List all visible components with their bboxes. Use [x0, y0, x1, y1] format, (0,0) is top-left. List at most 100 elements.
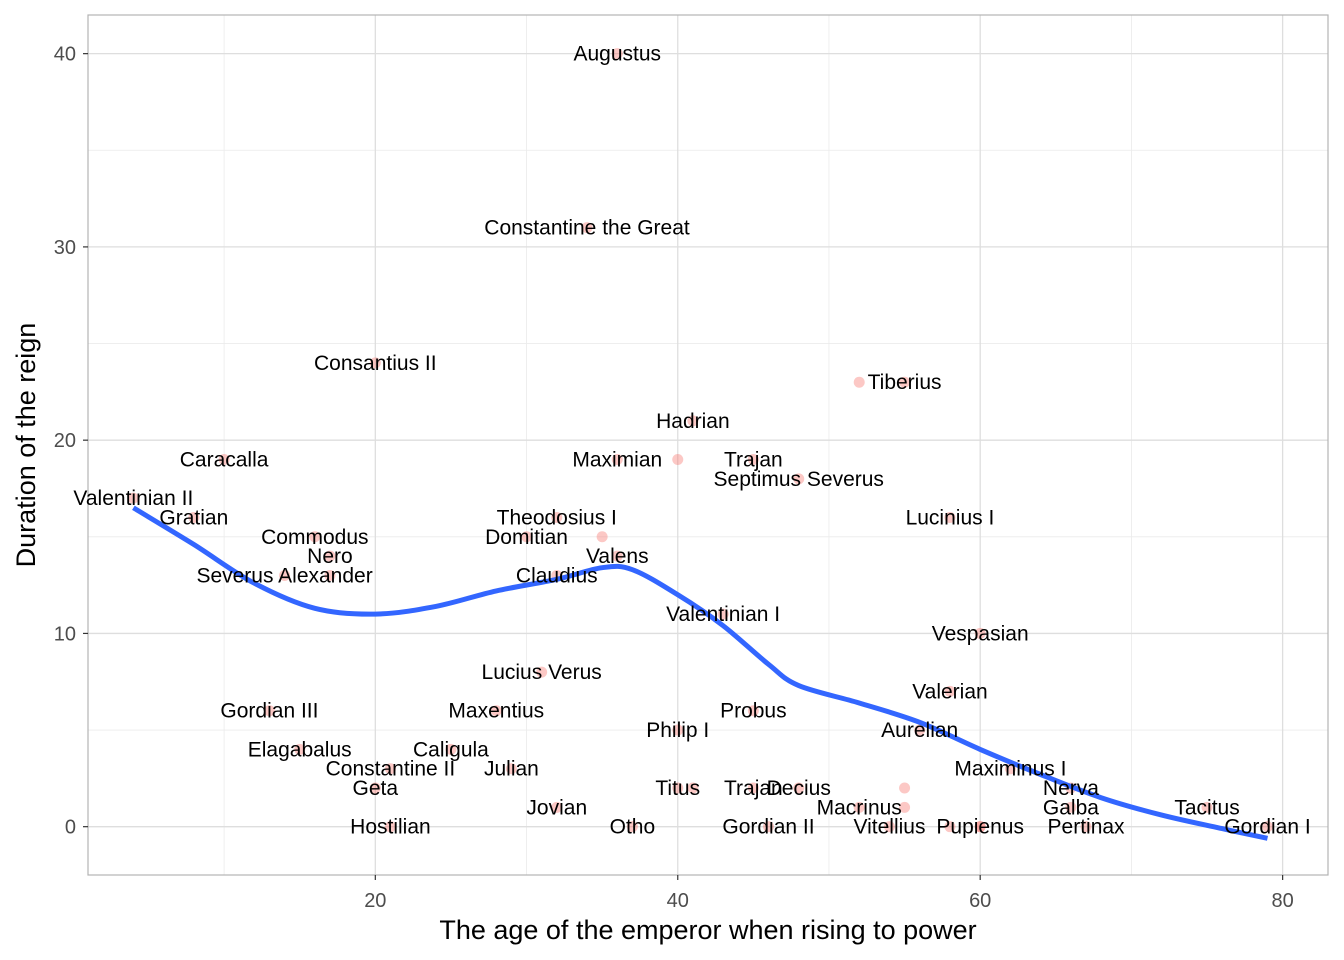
point-label: Hostilian [350, 816, 431, 839]
data-point [747, 782, 759, 794]
point-label: Nerva [1043, 777, 1099, 800]
data-point [687, 782, 699, 794]
data-point [536, 666, 548, 678]
x-tick-label: 80 [1272, 890, 1294, 912]
data-point [747, 705, 759, 717]
point-label: Maximian [572, 448, 662, 471]
data-point [899, 801, 911, 813]
point-label: Titus [655, 777, 700, 800]
point-label: Constantine the Great [484, 217, 690, 240]
point-label: Domitian [485, 526, 568, 549]
x-tick-label: 40 [667, 890, 689, 912]
data-point [944, 685, 956, 697]
data-point [581, 222, 593, 234]
point-label: Otho [610, 816, 656, 839]
x-tick-label: 60 [969, 890, 991, 912]
point-label: Gratian [159, 506, 228, 529]
point-label: Galba [1043, 796, 1099, 819]
data-point [263, 705, 275, 717]
data-point [490, 705, 502, 717]
data-point [324, 550, 336, 562]
x-axis-title: The age of the emperor when rising to po… [439, 915, 976, 945]
point-label: Lucius Verus [482, 661, 602, 684]
point-label: Tiberius [868, 371, 942, 394]
data-point [369, 782, 381, 794]
data-points [127, 48, 1274, 833]
x-tick-label: 20 [364, 890, 386, 912]
point-label: Maxentius [448, 700, 544, 723]
data-point [309, 531, 321, 543]
data-point [521, 531, 533, 543]
data-point [974, 821, 986, 833]
y-tick-label: 20 [54, 430, 76, 452]
point-label: Constantine II [326, 758, 456, 781]
point-label: Geta [353, 777, 399, 800]
minor-gridlines [88, 15, 1328, 875]
point-label: Pupienus [936, 816, 1024, 839]
data-point [974, 627, 986, 639]
point-labels: Augustus Tiberius Caligula Claudius Nero Galb… [73, 43, 1310, 839]
point-label: Septimus Severus [714, 468, 884, 491]
data-point [188, 511, 200, 523]
point-label: Vespasian [932, 622, 1029, 645]
point-label: Tacitus [1174, 796, 1239, 819]
point-label: Valentinian I [666, 603, 780, 626]
point-label: Claudius [516, 564, 598, 587]
point-label: Decius [767, 777, 831, 800]
data-point [944, 511, 956, 523]
data-point [551, 511, 563, 523]
data-point [1080, 821, 1092, 833]
data-point [899, 376, 911, 388]
data-point [914, 724, 926, 736]
data-point [793, 782, 805, 794]
data-point [127, 492, 139, 504]
data-point [611, 48, 623, 60]
data-point [505, 763, 517, 775]
data-point [899, 782, 911, 794]
smooth-trend-line [132, 505, 1269, 841]
point-label: Augustus [573, 43, 661, 66]
point-label: Elagabalus [248, 738, 352, 761]
point-label: Philip I [646, 719, 709, 742]
data-point [944, 821, 956, 833]
data-point [218, 453, 230, 465]
data-point [279, 569, 291, 581]
point-label: Valerian [912, 680, 988, 703]
point-label: Maximinus I [954, 758, 1066, 781]
data-point [596, 531, 608, 543]
point-label: Aurelian [881, 719, 958, 742]
point-label: Julian [484, 758, 539, 781]
x-axis-ticks: 20 40 60 80 [364, 875, 1294, 912]
point-label: Lucinius I [906, 506, 995, 529]
data-point [1262, 821, 1274, 833]
data-point [626, 821, 638, 833]
data-point [611, 550, 623, 562]
data-point [294, 743, 306, 755]
data-point [384, 821, 396, 833]
data-point [747, 453, 759, 465]
data-point [853, 801, 865, 813]
data-point [384, 763, 396, 775]
point-label: Valens [586, 545, 649, 568]
point-label: Gordian I [1224, 816, 1310, 839]
y-axis-title: Duration of the reign [11, 323, 41, 568]
data-point [1065, 801, 1077, 813]
data-point [445, 743, 457, 755]
data-point [672, 782, 684, 794]
point-label: Theodosius I [497, 506, 617, 529]
point-label: Consantius II [314, 352, 437, 375]
point-label: Hadrian [656, 410, 730, 433]
data-point [717, 608, 729, 620]
data-point [551, 801, 563, 813]
data-point [672, 724, 684, 736]
point-label: Valentinian II [73, 487, 193, 510]
y-tick-label: 0 [65, 817, 76, 839]
point-label: Trajan [724, 777, 783, 800]
data-point [883, 821, 895, 833]
data-point [687, 415, 699, 427]
plot-panel-border [87, 14, 1329, 876]
y-tick-label: 10 [54, 623, 76, 645]
y-tick-label: 40 [54, 44, 76, 66]
data-point [793, 473, 805, 485]
